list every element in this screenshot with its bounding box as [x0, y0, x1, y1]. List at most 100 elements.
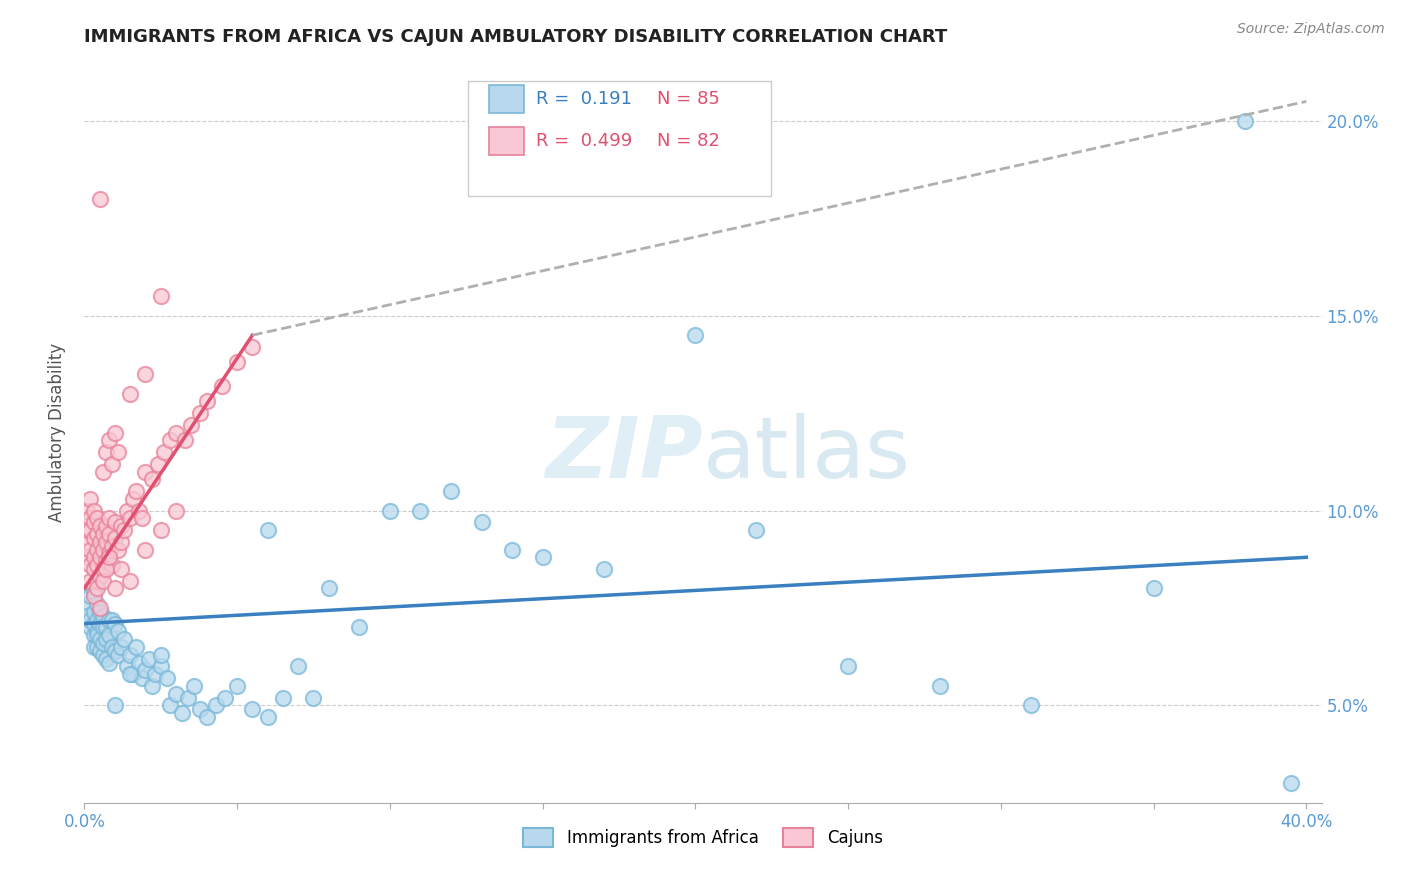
Point: [242, 702, 264, 716]
Point: [112, 632, 135, 647]
Point: [94, 554, 117, 568]
Point: [97, 527, 120, 541]
Point: [97, 628, 120, 642]
FancyBboxPatch shape: [489, 85, 523, 112]
Point: [302, 690, 325, 705]
Point: [94, 651, 117, 665]
Point: [89, 534, 111, 549]
Text: R =  0.499: R = 0.499: [536, 132, 633, 150]
Point: [91, 636, 114, 650]
Point: [79, 613, 101, 627]
Point: [165, 687, 187, 701]
Point: [83, 616, 105, 631]
Point: [97, 434, 120, 448]
Point: [94, 620, 117, 634]
Point: [226, 679, 249, 693]
Point: [91, 562, 114, 576]
Point: [149, 659, 172, 673]
Point: [101, 558, 124, 573]
Point: [110, 562, 132, 576]
Point: [83, 531, 105, 545]
Point: [91, 465, 114, 479]
Point: [91, 574, 114, 588]
Point: [97, 550, 120, 565]
Point: [89, 550, 111, 565]
Point: [134, 663, 156, 677]
Point: [115, 503, 138, 517]
Point: [120, 648, 142, 662]
Point: [195, 394, 218, 409]
Point: [211, 379, 233, 393]
Point: [149, 523, 172, 537]
Point: [172, 706, 194, 721]
Point: [91, 648, 114, 662]
Point: [79, 523, 101, 537]
Text: Source: ZipAtlas.com: Source: ZipAtlas.com: [1237, 22, 1385, 37]
Point: [125, 640, 148, 654]
Point: [112, 523, 135, 537]
Point: [287, 659, 309, 673]
Point: [89, 616, 111, 631]
Point: [97, 613, 120, 627]
Point: [86, 628, 108, 642]
Point: [378, 503, 401, 517]
Point: [86, 542, 108, 557]
Text: ZIP: ZIP: [546, 413, 703, 496]
Point: [256, 523, 278, 537]
Point: [107, 542, 129, 557]
Point: [1142, 582, 1164, 596]
Point: [104, 515, 127, 529]
Point: [122, 667, 145, 681]
Point: [190, 406, 212, 420]
Point: [76, 550, 98, 565]
Point: [131, 511, 153, 525]
Point: [83, 640, 105, 654]
Point: [470, 515, 492, 529]
Point: [141, 679, 163, 693]
Point: [122, 491, 145, 506]
Point: [928, 679, 950, 693]
Point: [120, 511, 142, 525]
Point: [101, 640, 124, 654]
Text: atlas: atlas: [703, 413, 911, 496]
Point: [214, 690, 236, 705]
Point: [86, 613, 108, 627]
Point: [97, 656, 120, 670]
Point: [107, 648, 129, 662]
Point: [1279, 776, 1302, 790]
Point: [94, 519, 117, 533]
Point: [91, 620, 114, 634]
Point: [149, 289, 172, 303]
Point: [156, 671, 179, 685]
Point: [409, 503, 432, 517]
FancyBboxPatch shape: [489, 127, 523, 155]
Point: [94, 534, 117, 549]
Point: [89, 605, 111, 619]
Point: [104, 425, 127, 440]
Point: [1234, 114, 1257, 128]
Point: [256, 710, 278, 724]
Point: [83, 503, 105, 517]
Point: [79, 542, 101, 557]
Text: N = 82: N = 82: [657, 132, 720, 150]
Point: [104, 616, 127, 631]
Text: R =  0.191: R = 0.191: [536, 90, 631, 108]
Point: [86, 574, 108, 588]
Y-axis label: Ambulatory Disability: Ambulatory Disability: [48, 343, 66, 522]
Point: [271, 690, 294, 705]
Point: [79, 620, 101, 634]
Point: [120, 574, 142, 588]
Point: [204, 698, 226, 713]
Point: [159, 434, 181, 448]
Point: [101, 457, 124, 471]
Point: [837, 659, 859, 673]
Point: [159, 698, 181, 713]
Point: [110, 519, 132, 533]
Point: [94, 562, 117, 576]
Point: [501, 542, 523, 557]
Point: [83, 589, 105, 603]
Point: [107, 624, 129, 639]
Point: [125, 484, 148, 499]
Point: [1021, 698, 1043, 713]
Point: [190, 702, 212, 716]
